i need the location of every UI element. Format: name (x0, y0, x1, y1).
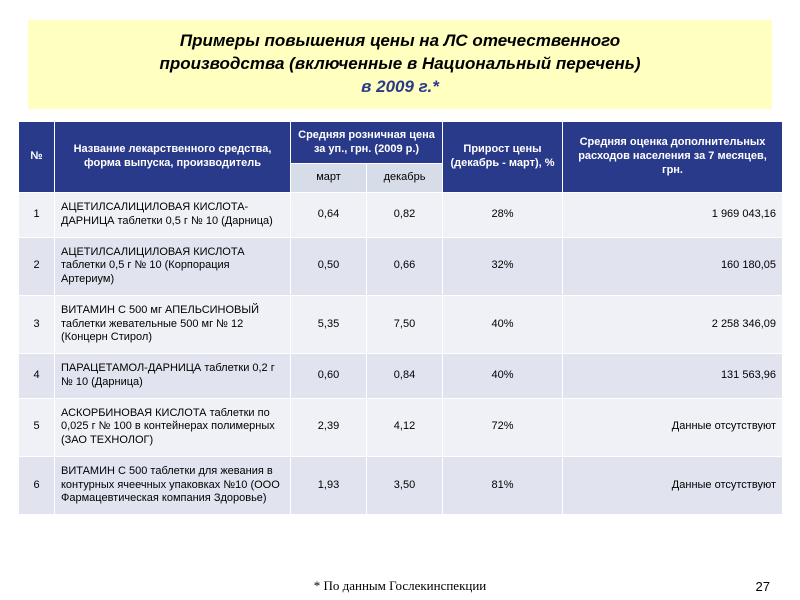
title-year: в 2009 г.* (361, 77, 439, 96)
col-dec: декабрь (367, 164, 443, 193)
cell-dec: 4,12 (367, 398, 443, 456)
table-row: 5АСКОРБИНОВАЯ КИСЛОТА таблетки по 0,025 … (19, 398, 783, 456)
col-price-group: Средняя розничная цена за уп., грн. (200… (291, 121, 443, 164)
cell-growth: 40% (443, 295, 563, 353)
table-row: 6ВИТАМИН С 500 таблетки для жевания в ко… (19, 456, 783, 514)
cell-march: 0,50 (291, 237, 367, 295)
cell-growth: 32% (443, 237, 563, 295)
cell-num: 6 (19, 456, 55, 514)
cell-dec: 3,50 (367, 456, 443, 514)
col-num: № (19, 121, 55, 192)
col-name: Название лекарственного средства, форма … (55, 121, 291, 192)
cell-march: 1,93 (291, 456, 367, 514)
cell-dec: 7,50 (367, 295, 443, 353)
cell-expense: 131 563,96 (563, 354, 783, 399)
table-row: 3ВИТАМИН С 500 мг АПЕЛЬСИНОВЫЙ таблетки … (19, 295, 783, 353)
footnote: * По данным Гослекинспекции (0, 578, 800, 594)
cell-name: ВИТАМИН С 500 таблетки для жевания в кон… (55, 456, 291, 514)
col-expense: Средняя оценка дополнительных расходов н… (563, 121, 783, 192)
table-row: 4ПАРАЦЕТАМОЛ-ДАРНИЦА таблетки 0,2 г № 10… (19, 354, 783, 399)
title-line-2: производства (включенные в Национальный … (159, 54, 640, 73)
cell-expense: Данные отсутствуют (563, 398, 783, 456)
cell-num: 3 (19, 295, 55, 353)
cell-num: 2 (19, 237, 55, 295)
cell-expense: 160 180,05 (563, 237, 783, 295)
cell-dec: 0,66 (367, 237, 443, 295)
table-row: 2АЦЕТИЛСАЛИЦИЛОВАЯ КИСЛОТА таблетки 0,5 … (19, 237, 783, 295)
col-march: март (291, 164, 367, 193)
page-number: 27 (756, 579, 770, 594)
cell-growth: 81% (443, 456, 563, 514)
table-row: 1АЦЕТИЛСАЛИЦИЛОВАЯ КИСЛОТА-ДАРНИЦА табле… (19, 193, 783, 238)
cell-march: 0,64 (291, 193, 367, 238)
cell-num: 1 (19, 193, 55, 238)
cell-name: ВИТАМИН С 500 мг АПЕЛЬСИНОВЫЙ таблетки ж… (55, 295, 291, 353)
cell-num: 5 (19, 398, 55, 456)
cell-march: 0,60 (291, 354, 367, 399)
cell-growth: 72% (443, 398, 563, 456)
cell-march: 5,35 (291, 295, 367, 353)
price-table: № Название лекарственного средства, форм… (18, 121, 783, 515)
col-growth: Прирост цены (декабрь - март), % (443, 121, 563, 192)
cell-growth: 40% (443, 354, 563, 399)
cell-dec: 0,82 (367, 193, 443, 238)
cell-name: ПАРАЦЕТАМОЛ-ДАРНИЦА таблетки 0,2 г № 10 … (55, 354, 291, 399)
cell-march: 2,39 (291, 398, 367, 456)
cell-dec: 0,84 (367, 354, 443, 399)
cell-name: АЦЕТИЛСАЛИЦИЛОВАЯ КИСЛОТА таблетки 0,5 г… (55, 237, 291, 295)
cell-growth: 28% (443, 193, 563, 238)
cell-num: 4 (19, 354, 55, 399)
slide-title: Примеры повышения цены на ЛС отечественн… (28, 20, 772, 109)
title-line-1: Примеры повышения цены на ЛС отечественн… (180, 31, 620, 50)
cell-name: АЦЕТИЛСАЛИЦИЛОВАЯ КИСЛОТА-ДАРНИЦА таблет… (55, 193, 291, 238)
table-body: 1АЦЕТИЛСАЛИЦИЛОВАЯ КИСЛОТА-ДАРНИЦА табле… (19, 193, 783, 515)
cell-name: АСКОРБИНОВАЯ КИСЛОТА таблетки по 0,025 г… (55, 398, 291, 456)
cell-expense: Данные отсутствуют (563, 456, 783, 514)
cell-expense: 1 969 043,16 (563, 193, 783, 238)
cell-expense: 2 258 346,09 (563, 295, 783, 353)
